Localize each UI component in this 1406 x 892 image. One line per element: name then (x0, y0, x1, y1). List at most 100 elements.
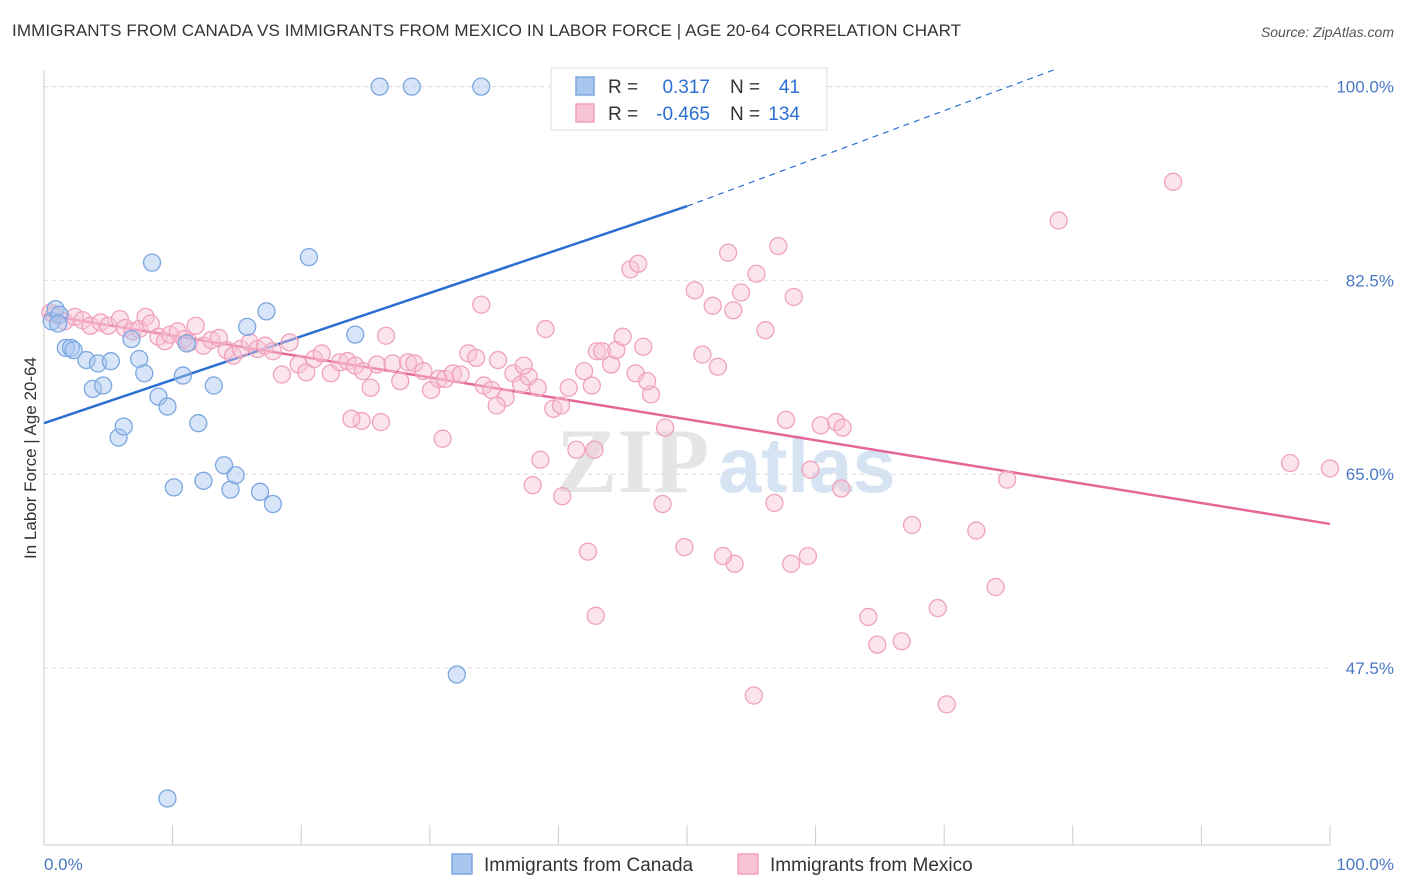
mexico-point (693, 345, 712, 364)
canada-point (346, 325, 365, 344)
mexico-point (443, 364, 463, 383)
canada-point (94, 376, 113, 395)
mexico-point (675, 538, 694, 557)
mexico-point (414, 361, 433, 381)
mexico-point (724, 301, 743, 320)
mexico-point (653, 494, 672, 514)
canada-point (173, 366, 193, 385)
mexico-point (280, 333, 299, 352)
canada-point (263, 494, 283, 514)
mexico-point (587, 342, 607, 361)
mexico-point (186, 316, 205, 335)
mexico-point (551, 396, 571, 415)
canada-point (114, 417, 133, 436)
mexico-point (531, 450, 550, 469)
mexico-point (578, 542, 598, 561)
bottom-legend-swatch-canada (451, 853, 473, 875)
canada-point (194, 471, 213, 490)
mexico-point (367, 355, 387, 374)
canada-points (42, 77, 670, 808)
legend-r-label-canada: R = (608, 77, 638, 98)
mexico-point (487, 396, 506, 415)
legend-swatch-mexico (575, 103, 595, 123)
legend-r-value-canada: 0.317 (662, 77, 710, 98)
canada-point (177, 334, 196, 353)
canada-point (370, 77, 389, 96)
mexico-point (433, 429, 452, 448)
mexico-point (383, 354, 402, 373)
canada-point (299, 247, 319, 267)
watermark-zip: ZIP (556, 410, 709, 512)
legend-box (550, 67, 828, 131)
mexico-point (592, 342, 612, 361)
mexico-point (110, 309, 130, 329)
y-tick-labels: 47.5% 65.0% 82.5% 100.0% (1336, 78, 1394, 678)
mexico-point (708, 357, 728, 376)
chart-title: IMMIGRANTS FROM CANADA VS IMMIGRANTS FRO… (12, 21, 962, 40)
canada-point (447, 665, 466, 684)
mexico-point (466, 348, 486, 368)
mexico-point (553, 487, 572, 506)
mexico-point (536, 319, 555, 339)
canada-point (226, 466, 245, 485)
mexico-point (361, 378, 380, 397)
legend-r-label-mexico: R = (608, 104, 638, 125)
mexico-point (731, 283, 751, 302)
mexico-point (637, 371, 657, 391)
canada-point (142, 253, 162, 272)
watermark: ZIP atlas (556, 410, 896, 512)
y-tick-label: 100.0% (1336, 78, 1394, 97)
mexico-point (559, 378, 578, 397)
mexico-point (451, 365, 470, 384)
mexico-point (655, 418, 675, 437)
canada-point (164, 478, 184, 497)
canada-point (238, 317, 257, 337)
mexico-point (928, 598, 947, 618)
mexico-point (1280, 453, 1300, 473)
bottom-legend-swatch-mexico (737, 853, 759, 875)
legend-r-value-mexico: -0.465 (656, 104, 710, 125)
canada-point (48, 314, 68, 333)
canada-point (221, 480, 240, 499)
canada-point (472, 77, 491, 96)
y-tick-label: 65.0% (1346, 465, 1394, 484)
mexico-point (472, 295, 491, 314)
mexico-point (398, 353, 418, 372)
mexico-point (528, 378, 547, 397)
canada-point (158, 789, 177, 808)
mexico-point (585, 440, 604, 459)
mexico-point (769, 236, 788, 256)
mexico-point (523, 476, 542, 495)
legend-n-value-canada: 41 (779, 77, 800, 98)
canada-point (64, 340, 83, 360)
mexico-point (801, 460, 820, 479)
mexico-point (312, 344, 331, 363)
canada-point (135, 364, 154, 383)
mexico-point (514, 356, 533, 375)
mexico-point (634, 337, 653, 356)
mexico-point (859, 607, 878, 627)
mexico-point (582, 376, 601, 395)
mexico-point (719, 243, 738, 262)
mexico-point (833, 418, 852, 437)
mexico-point (574, 361, 594, 381)
mexico-point (488, 350, 508, 370)
mexico-point (832, 479, 851, 498)
canada-trend-line (43, 204, 688, 425)
mexico-point (567, 440, 586, 459)
mexico-point (263, 342, 283, 361)
canada-point (101, 352, 121, 371)
canada-point (250, 482, 270, 501)
source-label: Source: ZipAtlas.com (1260, 24, 1394, 40)
mexico-point (586, 606, 605, 625)
mexico-point (765, 493, 784, 513)
bottom-legend-canada: Immigrants from Canada (484, 855, 694, 876)
canada-point (204, 376, 223, 395)
mexico-point (342, 409, 361, 428)
mexico-point (798, 546, 818, 566)
canada-point (130, 349, 149, 369)
x-tick-label-max: 100.0% (1336, 855, 1394, 874)
mexico-point (628, 254, 648, 273)
series-legend: Immigrants from Canada Immigrants from M… (451, 853, 973, 876)
legend-n-label-canada: N = (730, 77, 760, 98)
